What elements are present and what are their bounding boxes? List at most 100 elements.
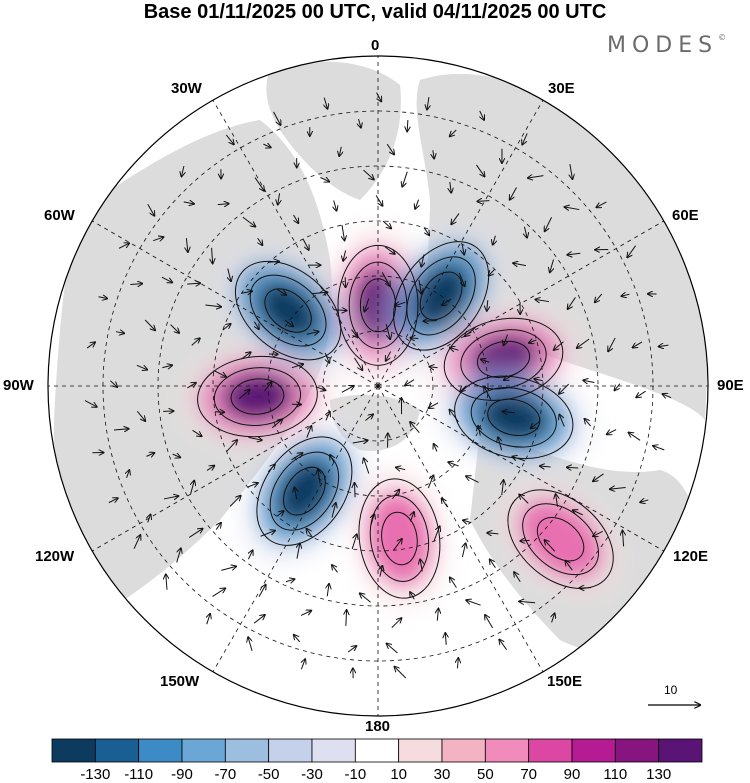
wind-arrow [351,534,357,550]
wind-arrow [434,444,437,452]
wind-arrow [187,383,196,389]
wind-arrow [540,466,551,467]
colorbar-tick-label: -30 [301,766,323,783]
streamline-ring [419,271,463,321]
wind-arrow [363,169,374,179]
lon-label-120w: 120W [35,548,75,565]
wind-arrow [161,276,172,282]
wind-arrow [307,529,313,538]
wind-arrow [147,204,155,215]
wind-arrow [427,97,429,109]
wind-arrow [225,134,233,144]
wind-arrow [346,610,347,626]
wind-arrow [621,294,630,296]
wind-arrow [380,566,382,577]
streamline-ring [454,375,574,460]
wind-arrow [153,237,163,241]
lon-label-120e: 120E [673,548,709,565]
wind-arrow [364,458,370,474]
wind-arrow [463,520,471,522]
wind-arrow [570,164,573,179]
wind-arrow [607,429,617,435]
streamline-ring [443,317,564,401]
wind-arrow [550,259,554,273]
wind-arrow [276,511,284,517]
wind-arrow [450,348,459,351]
colorbar-swatch [441,738,486,763]
wind-arrow [206,466,214,471]
wind-arrow [395,302,406,305]
wind-arrow [498,437,502,451]
colorbar-tick-label: -110 [124,766,154,783]
wind-arrow [420,559,422,572]
wind-arrow [216,523,221,530]
map-disk [48,56,708,716]
wind-arrow [410,512,413,522]
wind-arrow [534,379,544,381]
wind-arrow [248,437,261,440]
wind-arrow [485,615,494,629]
wind-arrow [487,533,499,534]
wind-arrow [301,659,305,670]
streamline-ring [536,517,585,562]
wind-arrow [146,453,154,457]
wind-arrow [332,565,338,573]
wind-arrow [181,165,183,176]
meridian-line [92,220,379,387]
colorbar-tick-label: -130 [80,766,111,783]
wind-arrow [629,433,641,441]
wind-arrow [264,382,271,392]
latitude-circle [322,330,434,442]
lon-label-180: 180 [365,718,391,735]
wind-arrow [327,584,329,597]
wind-arrow [433,526,440,542]
wind-arrow [593,473,604,481]
wind-arrow [545,217,552,231]
meridian-line [92,385,379,552]
streamline-ring [234,260,342,361]
wind-arrow [504,372,517,380]
wind-arrow [191,338,200,346]
wind-arrow [273,111,281,125]
wind-arrow [371,514,374,526]
wind-arrow [133,535,140,550]
wind-arrow [466,600,481,606]
wind-arrow [360,593,371,603]
wind-arrow [519,495,529,504]
wind-arrow [130,284,142,285]
wind-arrow [297,543,300,559]
wind-arrow [462,243,464,254]
wind-arrow [396,467,406,469]
wind-arrow [98,297,108,299]
wind-arrow [333,310,346,311]
wind-arrow [278,193,280,204]
colorbar-tick-label: 130 [646,766,672,783]
wind-arrow [567,467,579,468]
wind-arrow [610,488,626,490]
wind-arrow [565,561,573,571]
wind-arrow [567,253,581,255]
wind-arrow [291,453,303,461]
colorbar-swatch [181,738,226,763]
wind-arrow [559,415,565,427]
wind-arrow [442,499,448,508]
wind-arrow [513,263,526,266]
wind-arrow [258,237,263,245]
wind-arrow [393,539,402,551]
wind-arrow [419,279,421,294]
lon-label-90w: 90W [3,377,34,394]
wind-arrow [217,204,229,205]
wind-arrow [640,500,649,502]
wind-arrow [568,297,576,309]
streamline-layer [84,92,672,679]
wind-arrow [207,614,210,625]
wind-arrow [480,110,484,120]
wind-arrow [415,199,418,209]
wind-arrow [529,340,537,343]
wind-arrow [392,490,399,500]
wind-arrow [493,235,496,245]
wind-arrow [477,201,490,202]
wind-arrow [324,97,327,109]
wind-arrow [300,611,311,616]
